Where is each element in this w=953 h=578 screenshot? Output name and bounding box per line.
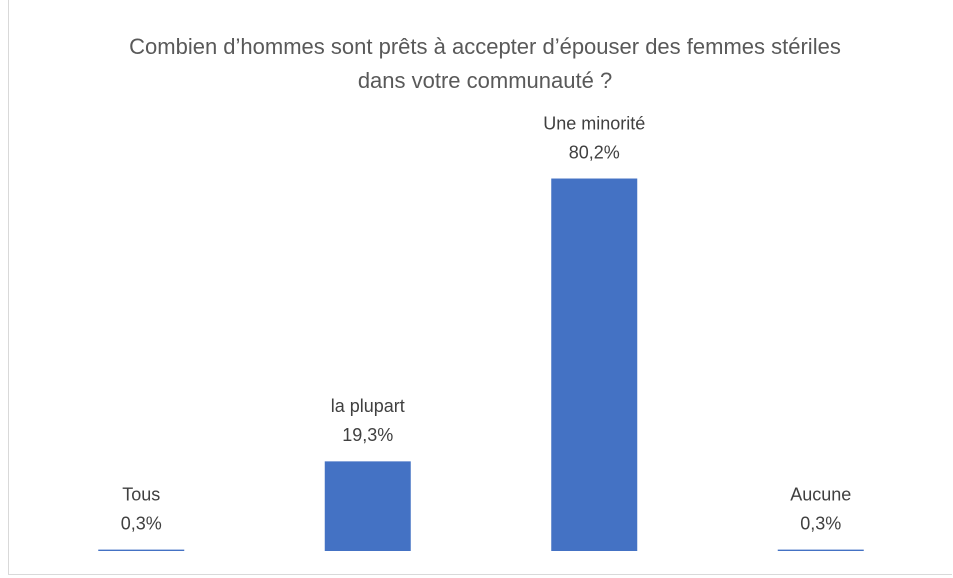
bar [551,178,638,551]
category-label: la plupart [331,396,405,416]
bar [777,549,864,551]
data-label: 19,3% [342,425,393,445]
chart-title: Combien d’hommes sont prêts à accepter d… [129,34,841,93]
category-label: Tous [122,484,160,504]
bar [98,549,185,551]
chart-frame [8,0,952,575]
data-label: 0,3% [800,513,841,533]
category-label: Aucune [790,484,851,504]
data-label: 80,2% [569,142,620,162]
category-label: Une minorité [543,113,645,133]
data-label: 0,3% [121,513,162,533]
bar [324,461,411,551]
